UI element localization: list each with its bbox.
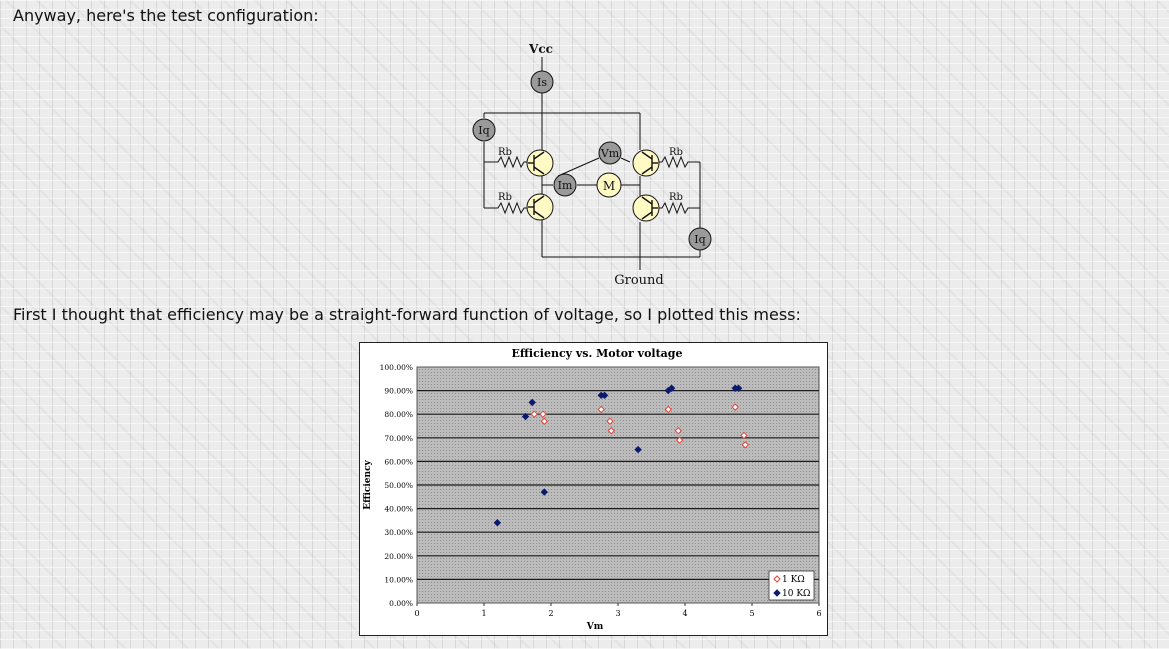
data-point-1k [675, 436, 684, 444]
is-label: Is [537, 76, 547, 89]
y-tick-label: 60.00% [384, 457, 413, 466]
y-tick-label: 10.00% [384, 575, 413, 584]
efficiency-chart: Efficiency vs. Motor voltage 0.00% 10.00%… [359, 342, 828, 636]
x-tick-label: 6 [816, 609, 821, 618]
data-point-10k [493, 519, 502, 527]
im-label: Im [558, 179, 573, 192]
data-point-1k [606, 417, 614, 425]
chart-legend: 1 KΩ 10 KΩ [768, 570, 815, 601]
legend-label-10k: 10 KΩ [782, 589, 811, 599]
y-tick-label: 90.00% [384, 387, 413, 396]
y-tick-label: 0.00% [389, 599, 413, 608]
vcc-label: Vcc [528, 42, 553, 56]
legend-marker-1k [773, 575, 781, 583]
y-tick-label: 80.00% [384, 410, 413, 419]
vm-label: Vm [600, 147, 620, 160]
data-point-10k [528, 398, 536, 407]
circuit-diagram: Vcc Is Iq Vm Im M Iq Rb Rb Rb Rb Ground [472, 42, 712, 288]
chart-title: Efficiency vs. Motor voltage [512, 347, 683, 360]
y-tick-label: 50.00% [384, 481, 413, 490]
im-meter [553, 173, 577, 197]
data-point-1k [740, 431, 748, 440]
x-tick-label: 3 [615, 609, 620, 618]
is-meter [530, 70, 554, 94]
plot-intro-text: First I thought that efficiency may be a… [13, 305, 801, 324]
iq-meter-bottom [688, 227, 712, 251]
data-point-1k [597, 405, 605, 414]
iq-meter-top [472, 118, 496, 142]
iq-top-label: Iq [478, 124, 489, 137]
x-tick-label: 4 [682, 609, 687, 618]
y-tick-label: 40.00% [384, 505, 413, 514]
data-point-1k [540, 417, 549, 425]
iq-bottom-label: Iq [694, 233, 705, 246]
rb-bottom-left-label: Rb [498, 192, 512, 203]
motor-label: M [603, 179, 615, 193]
data-point-10k [634, 445, 642, 454]
x-tick-label: 0 [414, 609, 419, 618]
data-point-1k [607, 427, 616, 435]
ground-label: Ground [614, 273, 664, 288]
x-tick-label: 5 [749, 609, 754, 618]
x-axis-label: Vm [586, 622, 604, 632]
data-point-10k [734, 384, 743, 392]
rb-top-right-label: Rb [669, 147, 683, 158]
intro-text: Anyway, here's the test configuration: [13, 6, 319, 25]
y-tick-label: 100.00% [380, 363, 413, 372]
data-point-1k [731, 403, 739, 411]
data-point-1k [539, 410, 547, 418]
y-axis-label: Efficiency [363, 459, 373, 509]
x-tick-label: 2 [548, 609, 553, 618]
data-point-10k [540, 488, 549, 496]
data-point-1k [664, 405, 672, 414]
data-point-10k [600, 391, 609, 400]
y-tick-label: 30.00% [384, 528, 413, 537]
data-point-10k [521, 412, 530, 421]
legend-marker-10k [773, 589, 781, 597]
x-tick-label: 1 [481, 609, 486, 618]
y-tick-label: 70.00% [384, 434, 413, 443]
rb-bottom-right-label: Rb [669, 192, 683, 203]
data-point-1k [741, 441, 750, 449]
rb-top-left-label: Rb [498, 147, 512, 158]
y-tick-label: 20.00% [384, 552, 413, 561]
data-point-1k [674, 427, 683, 435]
data-point-1k [530, 410, 538, 418]
data-point-10k [667, 384, 676, 392]
vm-meter [598, 141, 622, 165]
legend-label-1k: 1 KΩ [782, 575, 805, 585]
motor [596, 172, 622, 198]
